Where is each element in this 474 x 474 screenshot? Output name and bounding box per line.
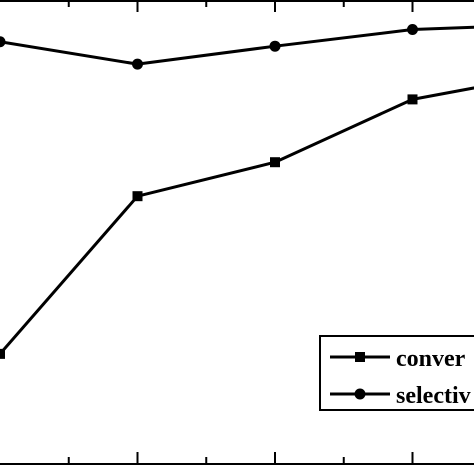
- series-layer: [0, 24, 474, 359]
- legend-label-conver: conver: [396, 346, 466, 372]
- legend-square-marker: [355, 352, 365, 362]
- series-line-selectiv: [0, 25, 474, 66]
- series-selectiv: [0, 24, 474, 70]
- data-point-conver-0: [0, 348, 5, 359]
- legend-label-selectiv: selectiv: [396, 383, 471, 409]
- legend-box: [319, 335, 474, 411]
- series-conver: [0, 86, 474, 359]
- legend-item-selectiv: selectiv: [330, 383, 471, 409]
- data-point-selectiv-0: [0, 36, 6, 48]
- data-point-selectiv-3: [407, 24, 418, 36]
- legend-circle-marker: [354, 388, 366, 400]
- data-point-selectiv-1: [132, 58, 143, 70]
- legend-item-conver: conver: [330, 346, 466, 372]
- legend: conver selectiv: [319, 335, 474, 411]
- data-point-conver-1: [132, 191, 143, 202]
- x-axis-ticks: [67, 1, 414, 464]
- data-point-conver-2: [270, 157, 280, 168]
- data-point-selectiv-2: [269, 40, 281, 52]
- series-line-conver: [0, 86, 474, 355]
- data-point-conver-3: [407, 94, 418, 105]
